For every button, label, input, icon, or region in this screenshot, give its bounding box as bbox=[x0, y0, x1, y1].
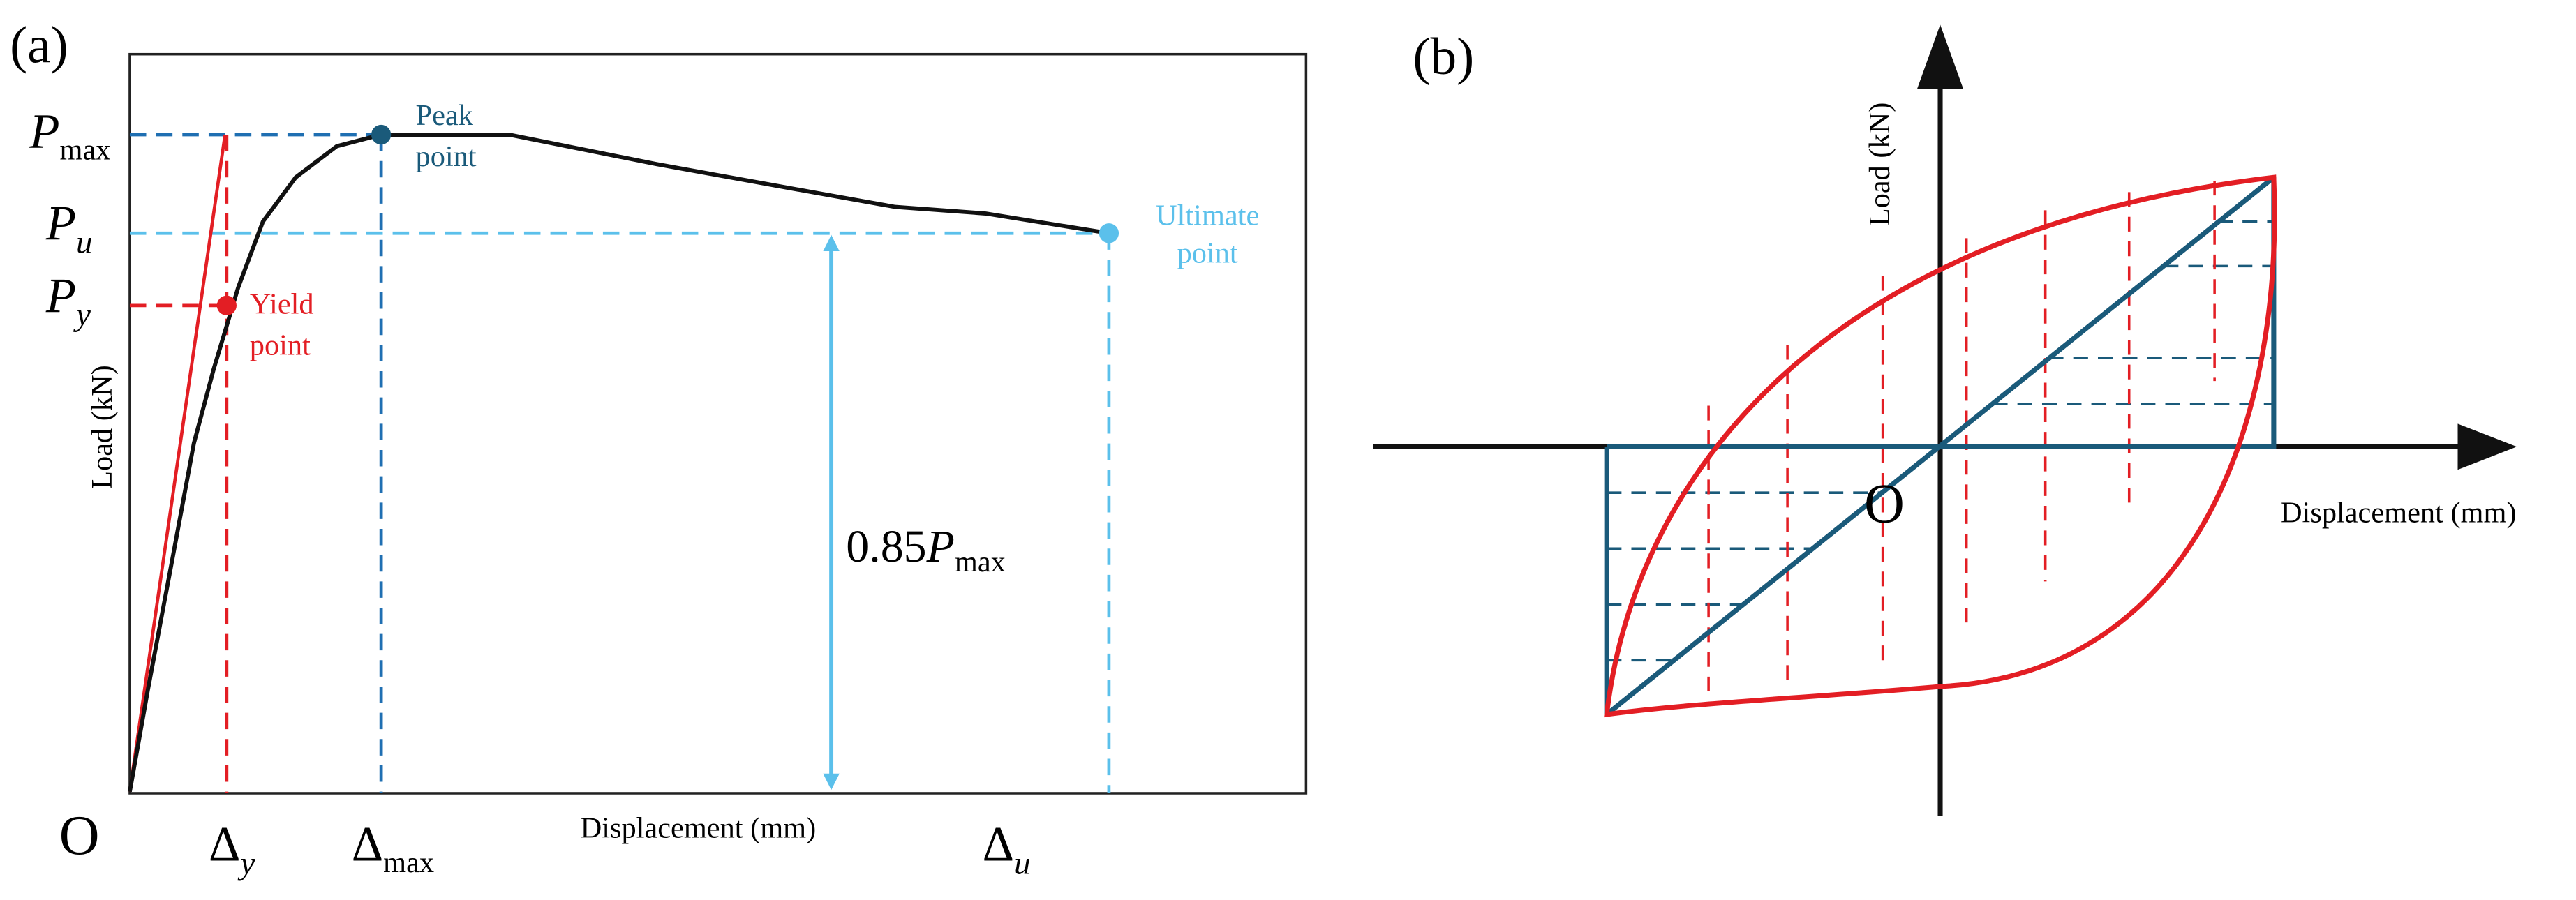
y-arrow bbox=[1917, 24, 1963, 89]
x-axis-label: Displacement (mm) bbox=[2281, 497, 2517, 530]
symbol: P bbox=[45, 197, 76, 251]
symbol: P bbox=[45, 269, 76, 323]
diagonal bbox=[1605, 175, 2276, 717]
yield-point bbox=[216, 295, 237, 315]
load-curve bbox=[128, 133, 1110, 793]
subscript: u bbox=[76, 225, 93, 261]
point-label: point bbox=[250, 329, 311, 361]
symbol: P bbox=[29, 105, 59, 159]
panel-label: (b) bbox=[1413, 28, 1474, 86]
y-marker: Py bbox=[45, 269, 91, 333]
x-marker: Δmax bbox=[352, 817, 434, 878]
y-marker: Pmax bbox=[29, 105, 110, 166]
point-label: Ultimate bbox=[1156, 200, 1259, 232]
x-marker: Δy bbox=[209, 817, 255, 881]
panel-a: (a) Peak point Yield point Ultimate poin… bbox=[10, 16, 1308, 881]
subscript: max bbox=[955, 546, 1006, 578]
ultimate-point bbox=[1099, 223, 1119, 243]
x-axis-label: Displacement (mm) bbox=[581, 812, 817, 845]
height-label: 0.85Pmax bbox=[846, 521, 1006, 578]
subscript: y bbox=[73, 297, 91, 333]
x-arrow bbox=[2457, 423, 2517, 470]
hysteresis-loop bbox=[1604, 174, 2277, 718]
subscript: max bbox=[60, 133, 111, 166]
subscript: max bbox=[383, 846, 434, 879]
point-label: point bbox=[1177, 237, 1238, 270]
frame bbox=[128, 52, 1308, 795]
x-marker: Δu bbox=[983, 817, 1031, 881]
panel-b: (b) O Displacement (mm) Load (kN) bbox=[1373, 24, 2517, 816]
origin-label: O bbox=[59, 805, 100, 867]
subscript: y bbox=[237, 845, 255, 881]
symbol: Δ bbox=[983, 817, 1014, 871]
symbol: Δ bbox=[352, 817, 383, 871]
symbol: Δ bbox=[209, 817, 240, 871]
symbol: P bbox=[926, 521, 955, 572]
origin-label: O bbox=[1864, 474, 1905, 535]
y-axis-label: Load (kN) bbox=[86, 365, 119, 489]
subscript: u bbox=[1014, 845, 1031, 881]
peak-point bbox=[371, 124, 392, 145]
y-marker: Pu bbox=[45, 197, 93, 261]
panel-label: (a) bbox=[10, 16, 68, 74]
tangent-line bbox=[128, 134, 227, 792]
point-label: Peak bbox=[416, 99, 474, 132]
loop-hatch bbox=[1707, 180, 2216, 698]
prefix: 0.85 bbox=[846, 521, 926, 572]
point-label: point bbox=[416, 140, 477, 173]
y-axis-label: Load (kN) bbox=[1863, 103, 1896, 227]
point-label: Yield bbox=[250, 288, 314, 321]
